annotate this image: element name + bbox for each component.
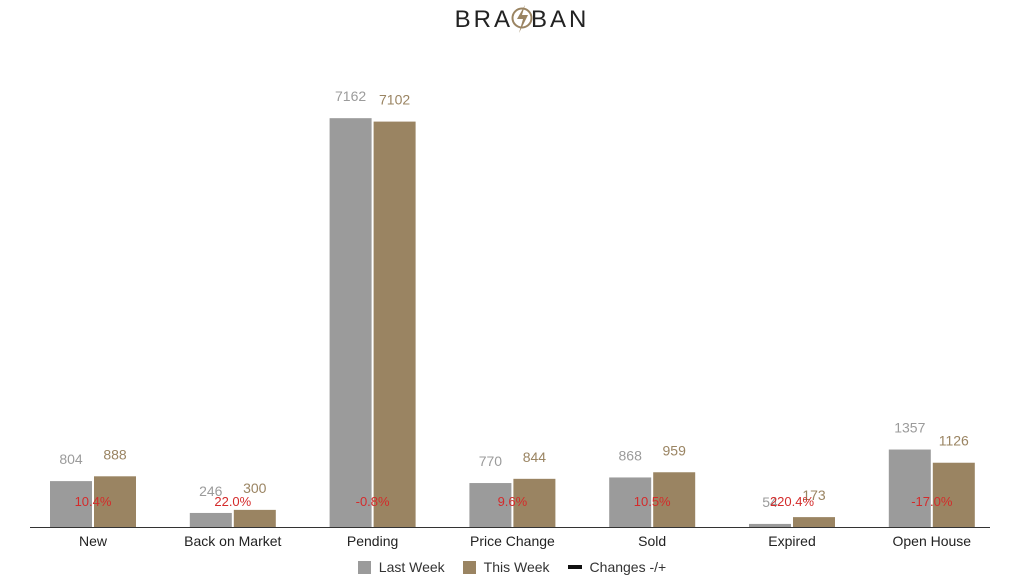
- bar-this-week-back-on-market: [233, 509, 276, 527]
- legend-item-changes: Changes -/+: [567, 559, 667, 575]
- value-label-this-week-sold: 959: [663, 442, 687, 458]
- bar-this-week-price-change: [513, 478, 556, 527]
- category-label-pending: Pending: [347, 533, 398, 549]
- bar-last-week-sold: [609, 477, 652, 527]
- bar-last-week-back-on-market: [189, 512, 232, 527]
- bar-last-week-expired: [749, 523, 791, 527]
- value-label-this-week-price-change: 844: [523, 449, 547, 465]
- logo-text-right: BAN: [531, 6, 589, 33]
- legend-label-last-week: Last Week: [378, 559, 445, 575]
- legend-label-this-week: This Week: [483, 559, 550, 575]
- value-label-this-week-pending: 7102: [379, 92, 410, 108]
- legend-item-this-week: This Week: [462, 559, 550, 575]
- category-label-sold: Sold: [638, 533, 666, 549]
- bar-last-week-price-change: [469, 483, 512, 527]
- change-label-price-change: 9.6%: [498, 494, 528, 509]
- bar-last-week-pending: [329, 118, 372, 528]
- legend-swatch-changes: [567, 565, 582, 569]
- bar-this-week-expired: [793, 517, 835, 527]
- change-label-pending: -0.8%: [356, 494, 390, 509]
- value-label-last-week-back-on-market: 246: [199, 483, 223, 499]
- value-label-last-week-expired: 54: [762, 494, 778, 510]
- value-label-last-week-open-house: 1357: [894, 420, 925, 436]
- category-label-open-house: Open House: [892, 533, 971, 549]
- change-label-expired: 220.4%: [770, 494, 815, 509]
- legend-swatch-last-week: [357, 560, 371, 574]
- value-label-last-week-pending: 7162: [335, 88, 366, 104]
- change-label-open-house: -17.0%: [911, 494, 953, 509]
- category-label-back-on-market: Back on Market: [184, 533, 281, 549]
- value-label-this-week-expired: 173: [802, 487, 826, 503]
- value-label-this-week-back-on-market: 300: [243, 480, 267, 496]
- legend-label-changes: Changes -/+: [589, 559, 667, 575]
- legend: Last Week This Week Changes -/+: [0, 558, 1024, 576]
- logo-text-left: BRA: [455, 6, 513, 33]
- bar-this-week-open-house: [932, 462, 975, 527]
- bar-this-week-pending: [373, 121, 416, 527]
- lightning-bolt-icon: [511, 5, 533, 33]
- value-label-last-week-new: 804: [59, 451, 83, 467]
- value-label-last-week-price-change: 770: [479, 453, 503, 469]
- bar-this-week-sold: [653, 472, 696, 527]
- change-label-sold: 10.5%: [634, 494, 671, 509]
- brand-logo: BRA BAN: [455, 5, 589, 33]
- value-label-this-week-open-house: 1126: [939, 433, 969, 449]
- change-label-new: 10.4%: [75, 494, 112, 509]
- value-label-this-week-new: 888: [103, 446, 127, 462]
- legend-swatch-this-week: [462, 560, 476, 574]
- category-label-price-change: Price Change: [470, 533, 555, 549]
- category-label-new: New: [79, 533, 108, 549]
- bar-last-week-open-house: [888, 449, 931, 527]
- value-label-last-week-sold: 868: [619, 447, 643, 463]
- category-label-expired: Expired: [768, 533, 815, 549]
- legend-item-last-week: Last Week: [357, 559, 445, 575]
- bar-this-week-new: [94, 476, 136, 527]
- bar-last-week-new: [50, 481, 92, 527]
- change-label-back-on-market: 22.0%: [214, 494, 251, 509]
